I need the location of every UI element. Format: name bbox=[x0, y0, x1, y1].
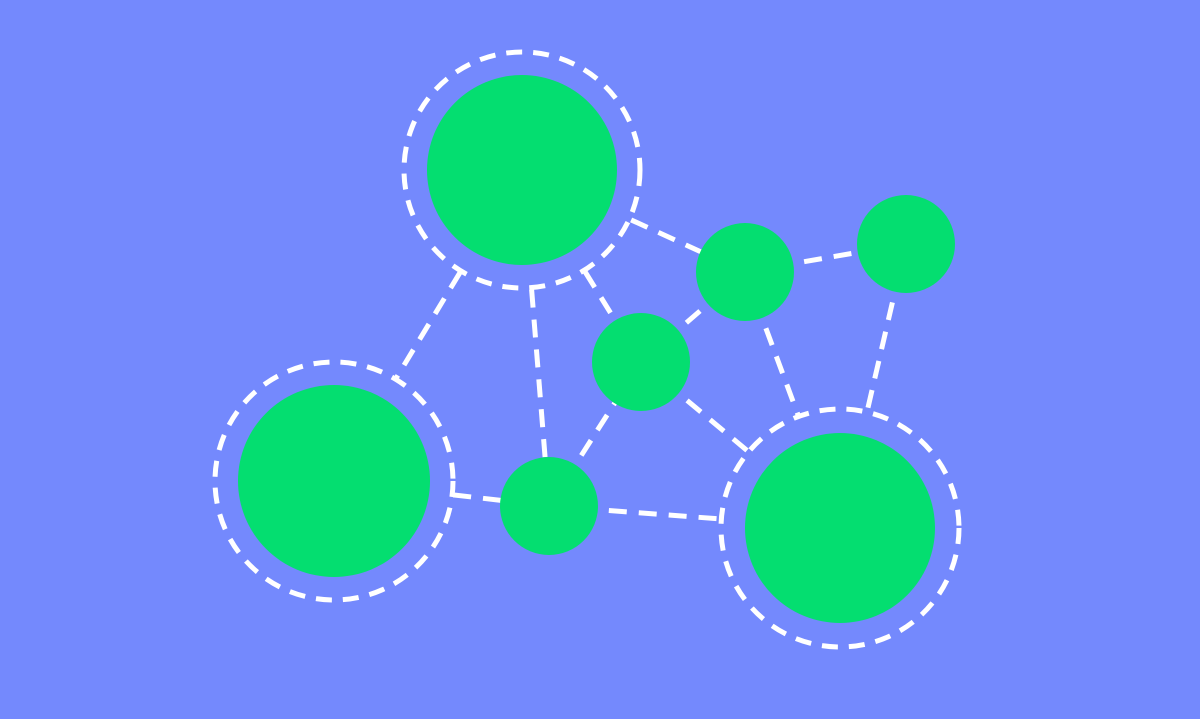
hub-bottom-right-network-hub-node-icon bbox=[745, 433, 935, 623]
node-far-right-network-node-icon bbox=[857, 195, 955, 293]
hub-bottom-right-dashed-ring-icon bbox=[718, 406, 962, 650]
node-upper-right-network-node-icon bbox=[696, 223, 794, 321]
nodes-layer bbox=[238, 75, 955, 623]
edge-hub-top-to-node-lower bbox=[519, 169, 552, 507]
edge-node-center-to-node-upper-right bbox=[639, 270, 747, 364]
hub-left-network-hub-node-icon bbox=[238, 385, 430, 577]
hub-left-dashed-ring-icon bbox=[212, 359, 456, 603]
hub-top-network-hub-node-icon bbox=[427, 75, 617, 265]
node-lower-network-node-icon bbox=[500, 457, 598, 555]
node-center-network-node-icon bbox=[592, 313, 690, 411]
hub-top-dashed-ring-icon bbox=[401, 49, 643, 291]
